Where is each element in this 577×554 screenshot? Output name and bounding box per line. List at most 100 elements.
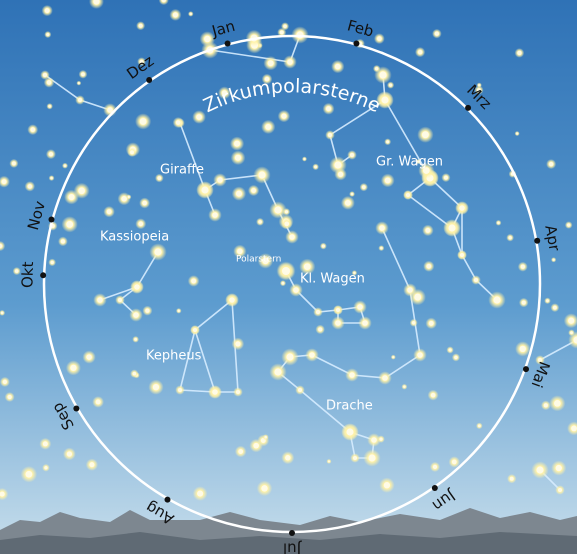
constellation-label: Giraffe: [160, 163, 204, 178]
star: [201, 186, 209, 194]
star: [516, 132, 519, 135]
star: [50, 260, 54, 265]
constellation-line: [118, 251, 159, 316]
star: [77, 82, 80, 85]
star: [538, 358, 542, 362]
star: [417, 352, 423, 358]
star: [265, 123, 272, 130]
star: [448, 348, 452, 352]
star: [379, 437, 383, 441]
star: [89, 462, 95, 468]
star: [42, 441, 48, 447]
star: [70, 364, 77, 372]
star: [386, 140, 390, 144]
star: [142, 200, 147, 206]
stars: [0, 0, 577, 501]
star: [139, 118, 147, 125]
star: [177, 309, 180, 312]
star: [303, 263, 311, 271]
star: [172, 12, 178, 18]
star: [154, 248, 162, 256]
star: [335, 63, 341, 70]
month-tick: [289, 530, 295, 536]
star: [1, 179, 7, 185]
star: [303, 157, 306, 161]
star: [48, 152, 54, 157]
month-tick: [73, 405, 80, 412]
star: [251, 188, 256, 193]
star: [234, 140, 240, 147]
star: [477, 88, 481, 92]
star: [508, 236, 512, 240]
star: [234, 154, 242, 161]
star: [571, 425, 577, 432]
star: [15, 269, 19, 273]
star: [460, 253, 464, 257]
star: [382, 375, 388, 381]
star: [145, 308, 150, 313]
star: [212, 212, 218, 218]
star: [279, 30, 284, 35]
star: [289, 234, 295, 240]
star: [543, 403, 548, 408]
star: [421, 131, 429, 139]
star: [175, 120, 181, 125]
month-tick: [224, 40, 231, 47]
star: [30, 127, 35, 132]
constellation-label: Kassiopeia: [100, 230, 169, 245]
star: [536, 466, 544, 474]
star: [78, 98, 82, 102]
star: [281, 281, 285, 285]
month-tick: [40, 272, 47, 279]
star: [349, 372, 355, 378]
star: [293, 287, 299, 293]
star-glow: [0, 240, 6, 252]
constellation-label: Drache: [326, 399, 373, 414]
star: [407, 287, 413, 293]
star: [384, 177, 391, 184]
star: [197, 490, 204, 497]
star: [48, 104, 52, 108]
star: [134, 337, 138, 341]
star: [66, 220, 74, 228]
star: [78, 187, 85, 195]
star: [282, 267, 290, 275]
star: [567, 223, 571, 227]
constellation-line: [178, 299, 239, 393]
star: [430, 392, 436, 398]
star: [152, 384, 160, 391]
month-tick: [465, 104, 472, 111]
star: [474, 278, 478, 282]
star: [134, 284, 140, 290]
star: [362, 320, 368, 326]
star: [236, 390, 240, 394]
star: [345, 199, 351, 206]
star: [519, 345, 526, 353]
star: [264, 76, 270, 82]
star: [63, 164, 67, 167]
star: [196, 114, 202, 120]
star: [193, 328, 197, 332]
star: [262, 257, 269, 265]
star: [138, 23, 143, 28]
star: [371, 437, 377, 443]
star: [43, 73, 47, 77]
star: [383, 482, 391, 489]
star: [573, 336, 577, 344]
star: [217, 177, 223, 183]
month-tick: [146, 77, 153, 84]
star: [335, 320, 341, 326]
star: [138, 221, 144, 227]
star: [362, 185, 366, 189]
star-label: Polarstern: [236, 255, 281, 265]
star: [509, 476, 514, 481]
star: [432, 464, 438, 470]
star: [403, 385, 406, 388]
star: [326, 106, 332, 112]
star: [81, 72, 85, 77]
star: [97, 297, 103, 303]
star: [414, 293, 422, 301]
star: [417, 50, 423, 55]
month-label: Jul: [283, 540, 302, 554]
constellation-label: Kl. Wagen: [300, 272, 365, 287]
